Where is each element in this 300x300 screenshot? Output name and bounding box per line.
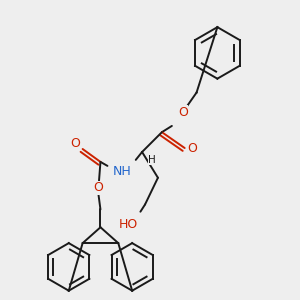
Text: NH: NH [113,165,132,178]
Text: O: O [70,136,80,150]
Text: O: O [94,181,103,194]
Text: O: O [188,142,197,154]
Text: HO: HO [118,218,138,231]
Text: H: H [148,155,156,165]
Text: O: O [178,106,188,119]
